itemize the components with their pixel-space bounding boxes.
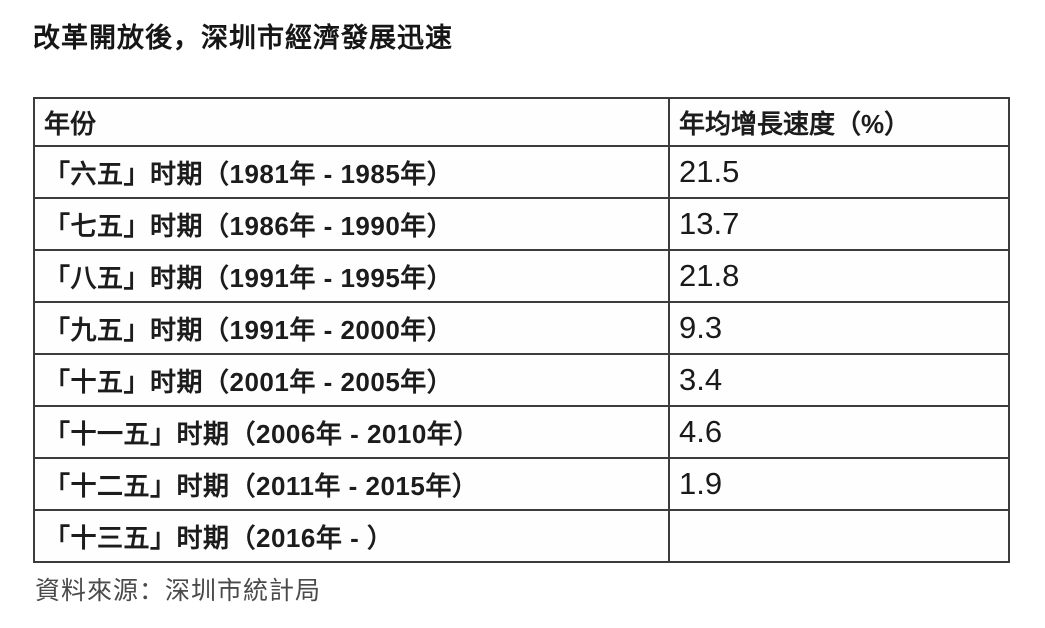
col-header-rate: 年均增長速度（%）: [668, 97, 1010, 147]
table-row: 「九五」时期（1991年 - 2000年） 9.3: [33, 301, 1010, 355]
table-row: 「十三五」时期（2016年 - ）: [33, 509, 1010, 563]
table-row: 「七五」时期（1986年 - 1990年） 13.7: [33, 197, 1010, 251]
table-row: 「六五」时期（1981年 - 1985年） 21.5: [33, 145, 1010, 199]
table-row: 「十二五」时期（2011年 - 2015年） 1.9: [33, 457, 1010, 511]
period-cell: 「十三五」时期（2016年 - ）: [33, 509, 670, 563]
period-cell: 「十二五」时期（2011年 - 2015年）: [33, 457, 670, 511]
growth-rate-table: 年份 年均增長速度（%） 「六五」时期（1981年 - 1985年） 21.5 …: [33, 97, 1010, 563]
table-row: 「十一五」时期（2006年 - 2010年） 4.6: [33, 405, 1010, 459]
rate-cell: 1.9: [668, 457, 1010, 511]
table-row: 「八五」时期（1991年 - 1995年） 21.8: [33, 249, 1010, 303]
rate-cell: 9.3: [668, 301, 1010, 355]
rate-cell: 13.7: [668, 197, 1010, 251]
period-cell: 「七五」时期（1986年 - 1990年）: [33, 197, 670, 251]
period-cell: 「十五」时期（2001年 - 2005年）: [33, 353, 670, 407]
table-row: 「十五」时期（2001年 - 2005年） 3.4: [33, 353, 1010, 407]
source-note: 資料來源：深圳市統計局: [35, 577, 322, 605]
page-title: 改革開放後，深圳市經濟發展迅速: [33, 23, 453, 53]
rate-cell: 21.5: [668, 145, 1010, 199]
period-cell: 「八五」时期（1991年 - 1995年）: [33, 249, 670, 303]
period-cell: 「十一五」时期（2006年 - 2010年）: [33, 405, 670, 459]
rate-cell: [668, 509, 1010, 563]
rate-cell: 4.6: [668, 405, 1010, 459]
col-header-period: 年份: [33, 97, 670, 147]
rate-cell: 3.4: [668, 353, 1010, 407]
rate-cell: 21.8: [668, 249, 1010, 303]
table-header-row: 年份 年均增長速度（%）: [33, 97, 1010, 147]
period-cell: 「六五」时期（1981年 - 1985年）: [33, 145, 670, 199]
period-cell: 「九五」时期（1991年 - 2000年）: [33, 301, 670, 355]
